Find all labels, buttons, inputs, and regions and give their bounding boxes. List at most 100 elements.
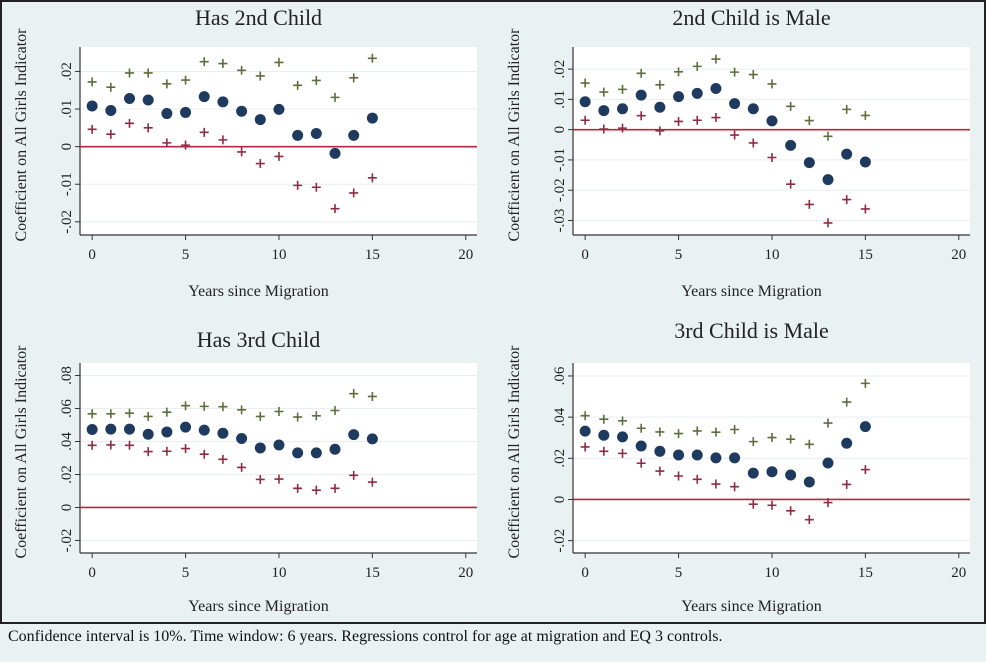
lower-ci-marker (786, 506, 796, 516)
plot-area (80, 363, 477, 553)
lower-ci-marker (618, 123, 628, 133)
coefficient-point (236, 433, 248, 445)
coefficient-point (217, 427, 229, 439)
lower-ci-marker (655, 126, 665, 136)
x-tick-label: 0 (88, 565, 96, 581)
upper-ci-marker (786, 101, 796, 111)
coefficient-point (105, 105, 117, 117)
panel-title: Has 3rd Child (197, 327, 320, 352)
lower-ci-marker (580, 442, 590, 452)
lower-ci-marker (636, 111, 646, 121)
upper-ci-marker (199, 57, 209, 67)
coefficient-point (710, 82, 722, 94)
upper-ci-marker (842, 104, 852, 114)
coefficient-point (766, 466, 778, 478)
coefficient-point (273, 439, 285, 451)
coefficient-point (598, 105, 610, 117)
coefficient-point (822, 174, 834, 186)
lower-ci-marker (767, 500, 777, 510)
upper-ci-marker (349, 73, 359, 83)
lower-ci-marker (162, 138, 172, 148)
x-tick-label: 5 (675, 247, 683, 263)
lower-ci-marker (106, 129, 116, 139)
y-tick-label: .02 (552, 60, 568, 79)
lower-ci-marker (767, 152, 777, 162)
lower-ci-marker (311, 485, 321, 495)
upper-ci-marker (106, 409, 116, 419)
coefficient-point (617, 103, 629, 115)
upper-ci-marker (274, 406, 284, 416)
upper-ci-marker (748, 437, 758, 447)
lower-ci-marker (367, 173, 377, 183)
y-axis-label: Coefficient on All Girls Indicator (13, 28, 30, 242)
upper-ci-marker (674, 67, 684, 77)
upper-ci-marker (730, 424, 740, 434)
y-axis-label: Coefficient on All Girls Indicator (13, 345, 30, 559)
upper-ci-marker (692, 61, 702, 71)
x-tick-label: 5 (675, 565, 683, 581)
lower-ci-marker (748, 499, 758, 509)
upper-ci-marker (711, 427, 721, 437)
panel-4: -.02 0 .02 .04 .06 0 5 10 15 20 3rd Child is Male Y… (506, 318, 970, 615)
x-tick-label: 20 (951, 565, 966, 581)
upper-ci-marker (767, 433, 777, 443)
figure-border (0, 0, 986, 624)
coefficient-point (691, 449, 703, 461)
panel-3: -.02 0 .02 .04 .06 .08 0 5 10 15 20 Has 3rd Child Ye… (13, 327, 477, 615)
upper-ci-marker (692, 426, 702, 436)
upper-ci-marker (162, 79, 172, 89)
lower-ci-marker (580, 115, 590, 125)
upper-ci-marker (181, 75, 191, 85)
x-tick-label: 15 (365, 247, 380, 263)
lower-ci-marker (106, 440, 116, 450)
footnote: Confidence interval is 10%. Time window:… (8, 628, 723, 645)
upper-ci-marker (255, 411, 265, 421)
upper-ci-marker (181, 401, 191, 411)
lower-ci-marker (692, 474, 702, 484)
panel-title: Has 2nd Child (195, 5, 322, 30)
y-tick-label: .02 (552, 449, 568, 468)
lower-ci-marker (199, 127, 209, 137)
lower-ci-marker (143, 447, 153, 457)
upper-ci-marker (860, 378, 870, 388)
lower-ci-marker (218, 135, 228, 145)
upper-ci-marker (199, 401, 209, 411)
lower-ci-marker (293, 483, 303, 493)
upper-ci-marker (274, 57, 284, 67)
coefficient-point (273, 103, 285, 115)
upper-ci-marker (237, 405, 247, 415)
lower-ci-marker (162, 446, 172, 456)
lower-ci-marker (618, 448, 628, 458)
upper-ci-marker (293, 80, 303, 90)
coefficient-point (747, 467, 759, 479)
coefficient-point (86, 423, 98, 435)
lower-ci-marker (330, 483, 340, 493)
lower-ci-marker (87, 124, 97, 134)
coefficient-point (198, 424, 210, 436)
lower-ci-marker (748, 138, 758, 148)
coefficient-point (142, 428, 154, 440)
upper-ci-marker (162, 407, 172, 417)
lower-ci-marker (274, 151, 284, 161)
upper-ci-marker (87, 77, 97, 87)
coefficient-point (654, 101, 666, 113)
upper-ci-marker (367, 53, 377, 63)
x-tick-label: 15 (858, 247, 873, 263)
lower-ci-marker (125, 440, 135, 450)
coefficient-point (841, 437, 853, 449)
coefficient-point (729, 98, 741, 110)
lower-ci-marker (330, 204, 340, 214)
coefficient-point (691, 87, 703, 99)
lower-ci-marker (237, 462, 247, 472)
coefficient-point (841, 148, 853, 160)
x-tick-label: 0 (88, 247, 96, 263)
coefficient-point (729, 452, 741, 464)
upper-ci-marker (293, 412, 303, 422)
y-tick-label: .01 (59, 100, 75, 119)
coefficient-point (310, 127, 322, 139)
coefficient-point (803, 157, 815, 169)
lower-ci-marker (87, 440, 97, 450)
y-axis-label: Coefficient on All Girls Indicator (506, 345, 523, 559)
coefficient-point (617, 431, 629, 443)
upper-ci-marker (786, 434, 796, 444)
